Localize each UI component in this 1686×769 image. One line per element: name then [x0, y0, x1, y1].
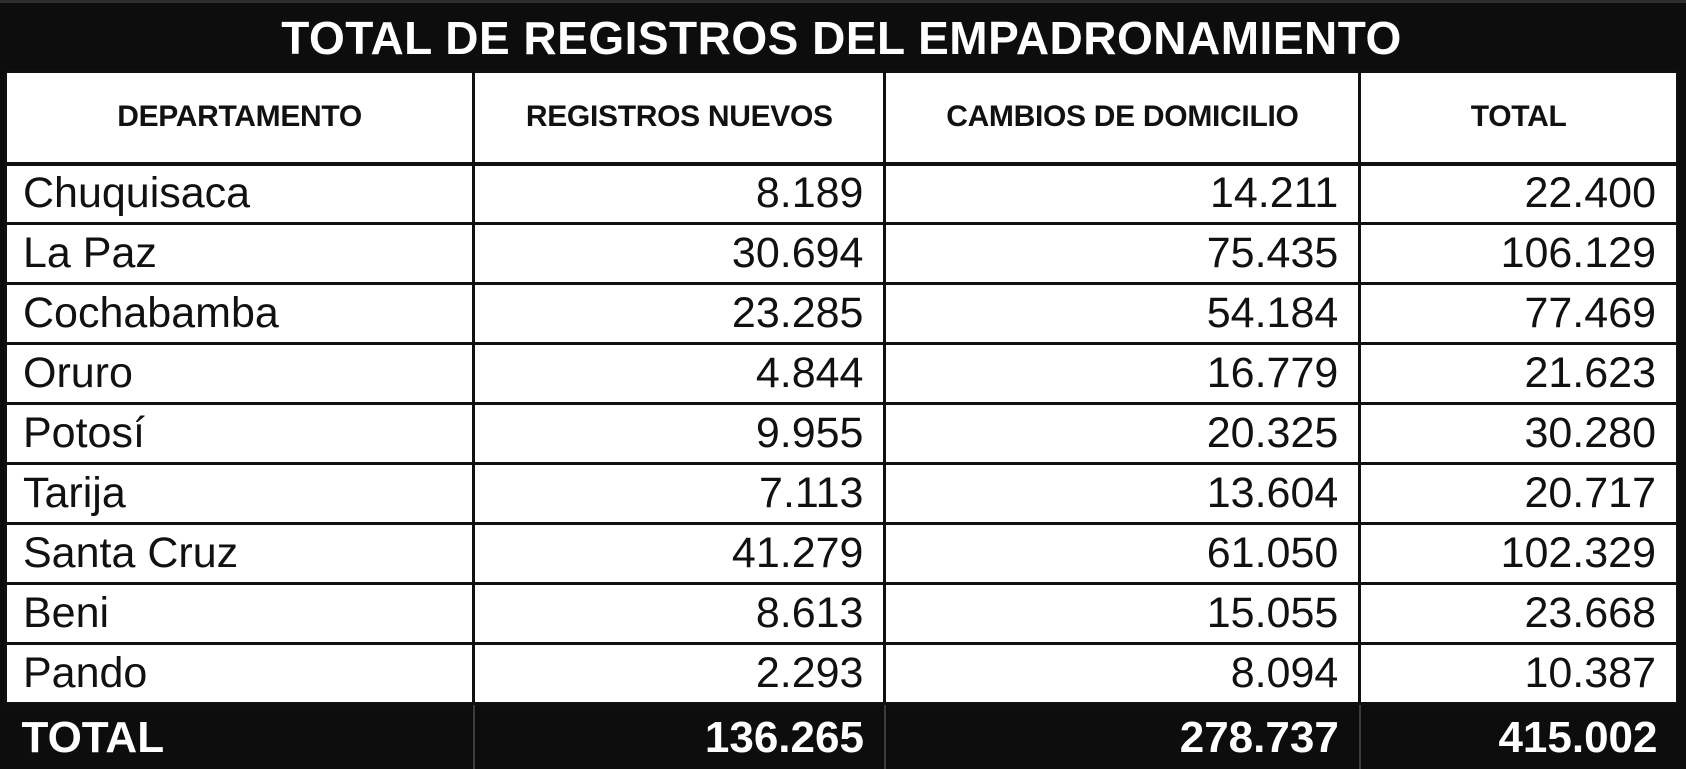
registros-nuevos-cell: 41.279 [472, 522, 887, 585]
registros-nuevos-cell: 8.189 [472, 162, 887, 225]
table-title: TOTAL DE REGISTROS DEL EMPADRONAMIENTO [4, 6, 1679, 70]
total-cell: 102.329 [1358, 522, 1679, 585]
registros-nuevos-cell: 4.844 [472, 342, 887, 405]
table-row: La Paz 30.694 75.435 106.129 [3, 222, 1679, 285]
departamento-cell: Beni [3, 582, 476, 645]
cambios-domicilio-cell: 61.050 [883, 522, 1362, 585]
cambios-domicilio-cell: 15.055 [883, 582, 1362, 645]
cambios-domicilio-cell: 8.094 [883, 642, 1362, 705]
col-header-registros-nuevos: REGISTROS NUEVOS [472, 70, 887, 166]
cambios-domicilio-cell: 16.779 [883, 342, 1362, 405]
col-header-departamento: DEPARTAMENTO [3, 70, 476, 166]
total-cell: 10.387 [1358, 642, 1679, 705]
departamento-cell: Tarija [3, 462, 476, 525]
total-cell: 77.469 [1358, 282, 1679, 345]
departamento-cell: Oruro [3, 342, 476, 405]
total-cell: 106.129 [1358, 222, 1679, 285]
total-cell: 21.623 [1358, 342, 1679, 405]
header-row: DEPARTAMENTO REGISTROS NUEVOS CAMBIOS DE… [3, 70, 1679, 166]
table-footer: TOTAL 136.265 278.737 415.002 [5, 703, 1678, 769]
totals-cambios-domicilio: 278.737 [883, 703, 1360, 769]
registros-nuevos-cell: 7.113 [472, 462, 887, 525]
departamento-cell: La Paz [3, 222, 476, 285]
totals-row: TOTAL 136.265 278.737 415.002 [5, 703, 1678, 769]
totals-total: 415.002 [1358, 703, 1678, 769]
cambios-domicilio-cell: 54.184 [883, 282, 1362, 345]
table-row: Chuquisaca 8.189 14.211 22.400 [3, 162, 1679, 225]
departamento-cell: Santa Cruz [3, 522, 476, 585]
registros-nuevos-cell: 2.293 [472, 642, 887, 705]
departamento-cell: Pando [3, 642, 476, 705]
total-cell: 20.717 [1358, 462, 1679, 525]
total-cell: 22.400 [1358, 162, 1679, 225]
cambios-domicilio-cell: 13.604 [883, 462, 1362, 525]
cambios-domicilio-cell: 75.435 [883, 222, 1362, 285]
table-row: Tarija 7.113 13.604 20.717 [3, 462, 1679, 525]
table-header: DEPARTAMENTO REGISTROS NUEVOS CAMBIOS DE… [3, 70, 1679, 166]
table-body: Chuquisaca 8.189 14.211 22.400 La Paz 30… [3, 162, 1679, 705]
table-row: Pando 2.293 8.094 10.387 [3, 642, 1679, 705]
cambios-domicilio-cell: 14.211 [883, 162, 1362, 225]
registros-table: DEPARTAMENTO REGISTROS NUEVOS CAMBIOS DE… [3, 70, 1679, 769]
table-row: Santa Cruz 41.279 61.050 102.329 [3, 522, 1679, 585]
totals-label: TOTAL [5, 703, 474, 769]
cambios-domicilio-cell: 20.325 [883, 402, 1362, 465]
table-row: Potosí 9.955 20.325 30.280 [3, 402, 1679, 465]
departamento-cell: Chuquisaca [3, 162, 476, 225]
table-row: Oruro 4.844 16.779 21.623 [3, 342, 1679, 405]
registros-nuevos-cell: 8.613 [472, 582, 887, 645]
departamento-cell: Potosí [3, 402, 476, 465]
total-cell: 30.280 [1358, 402, 1679, 465]
registros-nuevos-cell: 9.955 [472, 402, 887, 465]
table-row: Beni 8.613 15.055 23.668 [3, 582, 1679, 645]
departamento-cell: Cochabamba [3, 282, 476, 345]
total-cell: 23.668 [1358, 582, 1679, 645]
totals-registros-nuevos: 136.265 [472, 703, 885, 769]
col-header-total: TOTAL [1358, 70, 1679, 166]
registros-nuevos-cell: 23.285 [472, 282, 887, 345]
registros-nuevos-cell: 30.694 [472, 222, 887, 285]
table-row: Cochabamba 23.285 54.184 77.469 [3, 282, 1679, 345]
col-header-cambios-domicilio: CAMBIOS DE DOMICILIO [883, 70, 1362, 166]
